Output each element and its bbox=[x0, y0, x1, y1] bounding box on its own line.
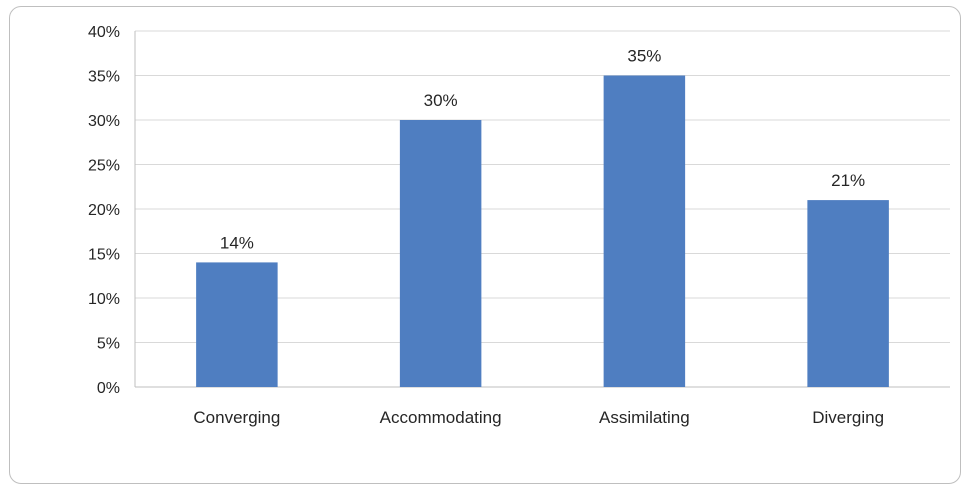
data-label: 35% bbox=[627, 47, 661, 66]
bar-accommodating bbox=[399, 120, 482, 387]
y-tick-label: 40% bbox=[88, 24, 120, 41]
data-label: 14% bbox=[220, 233, 254, 252]
labels: 0% 5% 10% 15% 20% 25% 30% 35% 40% 14% Converging 30… bbox=[88, 24, 884, 427]
y-tick-label: 10% bbox=[88, 291, 120, 308]
category-label: Assimilating bbox=[599, 408, 690, 427]
y-tick-label: 15% bbox=[88, 247, 120, 264]
y-tick-label: 30% bbox=[88, 113, 120, 130]
y-tick-label: 20% bbox=[88, 202, 120, 219]
category-label: Converging bbox=[193, 408, 280, 427]
y-tick-label: 5% bbox=[97, 336, 120, 353]
category-label: Diverging bbox=[812, 408, 884, 427]
bar-assimilating bbox=[603, 75, 686, 387]
y-tick-label: 0% bbox=[97, 380, 120, 397]
data-label: 21% bbox=[831, 171, 865, 190]
y-tick-label: 25% bbox=[88, 158, 120, 175]
data-label: 30% bbox=[424, 91, 458, 110]
chart-frame bbox=[9, 6, 961, 484]
bars bbox=[196, 75, 889, 387]
y-tick-label: 35% bbox=[88, 69, 120, 86]
bar-converging bbox=[196, 262, 278, 387]
bar-diverging bbox=[807, 200, 889, 387]
category-label: Accommodating bbox=[380, 408, 502, 427]
